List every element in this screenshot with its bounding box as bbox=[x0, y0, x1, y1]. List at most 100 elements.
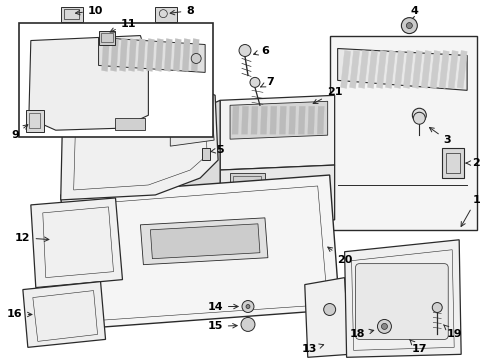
Circle shape bbox=[242, 301, 253, 312]
Polygon shape bbox=[128, 39, 136, 71]
Text: 11: 11 bbox=[110, 19, 136, 32]
Text: 8: 8 bbox=[170, 6, 194, 15]
Polygon shape bbox=[102, 39, 109, 71]
Polygon shape bbox=[269, 106, 276, 134]
Bar bbox=[446, 153, 459, 173]
Bar bbox=[329, 36, 476, 230]
Polygon shape bbox=[367, 50, 377, 88]
Polygon shape bbox=[137, 39, 145, 71]
Bar bbox=[229, 173, 264, 198]
Circle shape bbox=[401, 18, 416, 33]
Polygon shape bbox=[403, 50, 412, 88]
Bar bbox=[61, 7, 82, 22]
Text: 19: 19 bbox=[443, 325, 461, 339]
Circle shape bbox=[241, 318, 254, 332]
Circle shape bbox=[239, 45, 250, 57]
Polygon shape bbox=[376, 50, 386, 88]
Polygon shape bbox=[307, 106, 314, 134]
Text: 17: 17 bbox=[409, 339, 426, 354]
Polygon shape bbox=[180, 100, 220, 243]
Text: 13: 13 bbox=[302, 344, 323, 354]
Circle shape bbox=[245, 305, 249, 309]
Polygon shape bbox=[220, 165, 334, 225]
Text: 16: 16 bbox=[7, 310, 32, 319]
Text: 14: 14 bbox=[207, 302, 238, 311]
Polygon shape bbox=[279, 106, 286, 134]
Circle shape bbox=[415, 112, 422, 118]
Polygon shape bbox=[229, 101, 327, 139]
Polygon shape bbox=[29, 36, 148, 130]
Bar bbox=[115, 118, 145, 130]
Polygon shape bbox=[173, 39, 181, 71]
Polygon shape bbox=[241, 106, 248, 134]
Text: 6: 6 bbox=[253, 45, 268, 55]
Text: 2: 2 bbox=[465, 158, 479, 168]
Text: 18: 18 bbox=[349, 329, 373, 339]
Bar bbox=[29, 113, 40, 128]
Bar bbox=[63, 9, 79, 19]
Circle shape bbox=[323, 303, 335, 315]
Text: 12: 12 bbox=[15, 233, 49, 243]
Text: 4: 4 bbox=[409, 6, 417, 15]
Polygon shape bbox=[250, 106, 258, 134]
Circle shape bbox=[412, 112, 425, 124]
Polygon shape bbox=[358, 50, 368, 88]
Text: 15: 15 bbox=[207, 321, 237, 332]
Circle shape bbox=[191, 54, 201, 63]
Polygon shape bbox=[61, 85, 218, 200]
Polygon shape bbox=[232, 106, 239, 134]
Polygon shape bbox=[140, 218, 267, 265]
Polygon shape bbox=[220, 95, 334, 170]
Text: 9: 9 bbox=[11, 125, 28, 140]
Bar bbox=[155, 7, 177, 22]
Text: 5: 5 bbox=[210, 145, 224, 155]
Bar bbox=[202, 148, 210, 160]
Polygon shape bbox=[447, 50, 457, 88]
Circle shape bbox=[411, 108, 426, 122]
Polygon shape bbox=[394, 50, 404, 88]
Circle shape bbox=[406, 23, 411, 28]
Bar bbox=[441, 148, 463, 178]
Bar bbox=[19, 23, 213, 137]
Polygon shape bbox=[349, 50, 359, 88]
Polygon shape bbox=[61, 175, 339, 329]
Polygon shape bbox=[170, 92, 214, 146]
Polygon shape bbox=[110, 39, 118, 71]
Polygon shape bbox=[340, 50, 350, 88]
FancyBboxPatch shape bbox=[355, 264, 447, 339]
Text: 10: 10 bbox=[75, 6, 103, 15]
Polygon shape bbox=[150, 224, 260, 259]
Polygon shape bbox=[456, 50, 466, 88]
Polygon shape bbox=[182, 39, 190, 71]
Polygon shape bbox=[155, 39, 163, 71]
Polygon shape bbox=[317, 106, 324, 134]
Polygon shape bbox=[298, 106, 305, 134]
Circle shape bbox=[249, 77, 260, 87]
Polygon shape bbox=[438, 50, 448, 88]
Text: 3: 3 bbox=[428, 127, 450, 145]
Polygon shape bbox=[429, 50, 439, 88]
Circle shape bbox=[381, 323, 386, 329]
Circle shape bbox=[431, 302, 441, 312]
Polygon shape bbox=[411, 50, 422, 88]
Bar bbox=[233, 176, 261, 194]
Text: 1: 1 bbox=[460, 195, 479, 226]
Polygon shape bbox=[385, 50, 395, 88]
Polygon shape bbox=[31, 198, 122, 288]
Polygon shape bbox=[146, 39, 154, 71]
Polygon shape bbox=[119, 39, 127, 71]
Polygon shape bbox=[421, 50, 430, 88]
Text: 21: 21 bbox=[312, 87, 342, 104]
Bar bbox=[101, 32, 112, 41]
Circle shape bbox=[377, 319, 390, 333]
Polygon shape bbox=[99, 37, 205, 72]
Polygon shape bbox=[304, 278, 349, 357]
Polygon shape bbox=[344, 240, 460, 357]
Text: 20: 20 bbox=[327, 247, 351, 265]
Bar bbox=[99, 31, 114, 45]
Polygon shape bbox=[337, 49, 466, 90]
Polygon shape bbox=[164, 39, 172, 71]
Polygon shape bbox=[23, 282, 105, 347]
Polygon shape bbox=[191, 39, 199, 71]
Polygon shape bbox=[260, 106, 267, 134]
